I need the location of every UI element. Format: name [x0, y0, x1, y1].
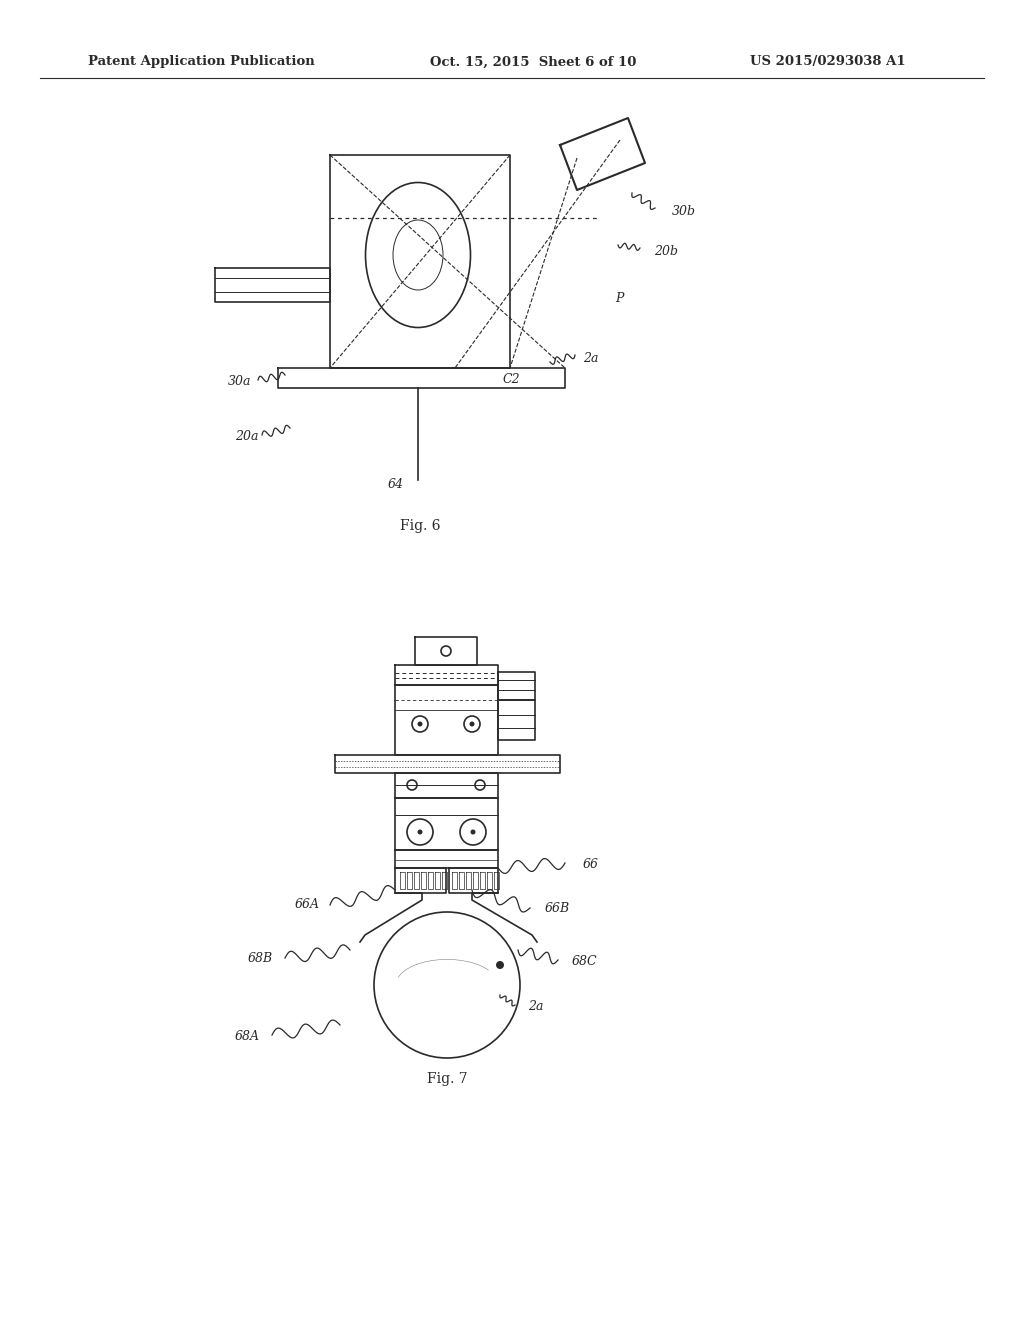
Circle shape: [469, 722, 474, 726]
Text: Fig. 6: Fig. 6: [399, 519, 440, 533]
Text: 20a: 20a: [234, 430, 258, 444]
Text: 64: 64: [388, 478, 404, 491]
Text: 20b: 20b: [654, 246, 678, 257]
Circle shape: [496, 961, 504, 969]
Text: 2a: 2a: [583, 352, 598, 366]
Circle shape: [470, 829, 475, 834]
Text: 2a: 2a: [528, 1001, 544, 1012]
Text: Patent Application Publication: Patent Application Publication: [88, 55, 314, 69]
Text: 30b: 30b: [672, 205, 696, 218]
Text: C2: C2: [503, 374, 520, 385]
Text: 66A: 66A: [295, 898, 319, 911]
Circle shape: [418, 722, 423, 726]
Text: 30a: 30a: [228, 375, 252, 388]
Text: 68A: 68A: [234, 1030, 260, 1043]
Circle shape: [418, 829, 423, 834]
Text: P: P: [615, 292, 624, 305]
Text: 66B: 66B: [545, 902, 570, 915]
Text: 66: 66: [583, 858, 599, 871]
Text: 68B: 68B: [248, 952, 273, 965]
Text: US 2015/0293038 A1: US 2015/0293038 A1: [750, 55, 905, 69]
Text: 68C: 68C: [572, 954, 598, 968]
Text: Fig. 7: Fig. 7: [427, 1072, 467, 1086]
Text: Oct. 15, 2015  Sheet 6 of 10: Oct. 15, 2015 Sheet 6 of 10: [430, 55, 636, 69]
